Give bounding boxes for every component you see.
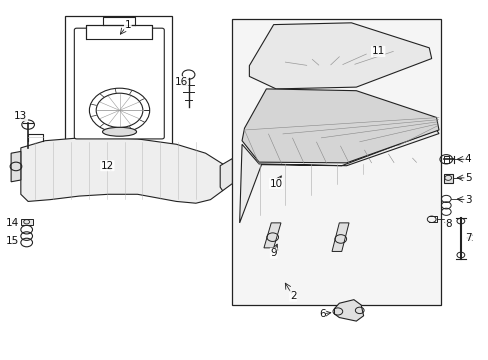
Bar	[64, 16, 171, 146]
Polygon shape	[331, 223, 348, 251]
Polygon shape	[264, 223, 281, 248]
Bar	[21, 219, 33, 225]
Polygon shape	[242, 89, 438, 163]
Text: 7: 7	[464, 233, 470, 243]
Text: 15: 15	[5, 237, 19, 247]
Text: 3: 3	[464, 195, 470, 204]
Text: 1: 1	[124, 19, 131, 30]
Text: 4: 4	[464, 154, 470, 164]
Polygon shape	[220, 158, 232, 191]
Text: 6: 6	[318, 309, 325, 319]
Bar	[443, 174, 452, 183]
Polygon shape	[11, 152, 21, 182]
Text: 2: 2	[289, 291, 296, 301]
Text: 10: 10	[269, 179, 282, 189]
Polygon shape	[21, 137, 222, 203]
Text: 16: 16	[174, 77, 187, 87]
Text: 13: 13	[14, 111, 27, 121]
Text: 14: 14	[5, 218, 19, 228]
Polygon shape	[334, 300, 363, 321]
Polygon shape	[249, 23, 431, 89]
Bar	[232, 19, 441, 305]
Bar	[86, 24, 152, 39]
Text: 11: 11	[371, 46, 384, 57]
Text: 8: 8	[445, 219, 451, 229]
Text: 12: 12	[101, 161, 114, 171]
FancyBboxPatch shape	[74, 28, 164, 139]
Text: 5: 5	[464, 173, 470, 183]
Text: 9: 9	[270, 248, 276, 258]
Polygon shape	[239, 130, 438, 223]
Ellipse shape	[102, 127, 136, 136]
